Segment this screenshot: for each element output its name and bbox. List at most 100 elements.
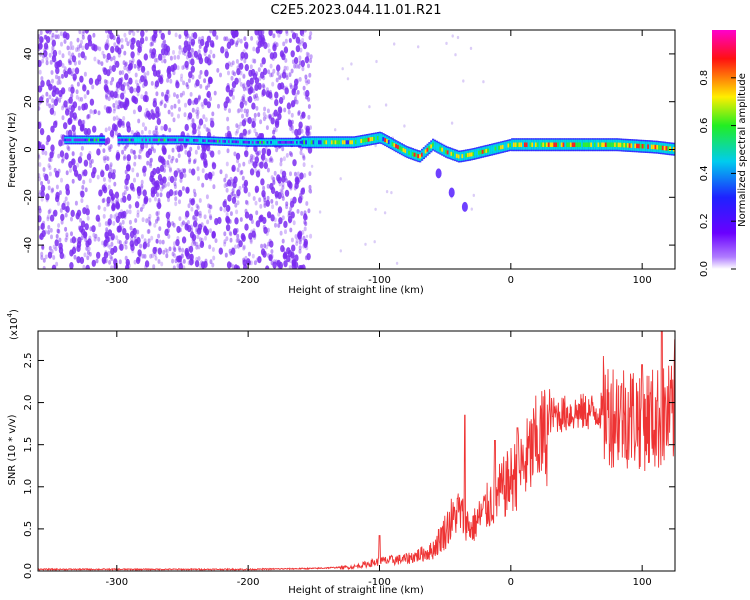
spectrogram-noise-cell [138, 149, 142, 154]
spectrogram-noise-cell [107, 221, 111, 227]
spectrogram-ridge-cell [364, 138, 367, 143]
spectrogram-noise-cell [126, 154, 131, 162]
spectrogram-noise-cell [155, 131, 159, 137]
spectrogram-noise-cell [70, 86, 75, 94]
spectrogram-noise-cell [236, 200, 240, 206]
spectrogram-noise-cell [49, 60, 53, 65]
spectrogram-noise-cell [108, 177, 112, 183]
spectrogram-noise-cell [43, 34, 47, 40]
spectrogram-noise-cell [123, 50, 127, 56]
spectrogram-noise-cell [205, 127, 209, 132]
spectrogram-noise-cell [241, 113, 244, 119]
spectrogram-noise-cell [49, 151, 54, 159]
spectrogram-noise-cell [61, 158, 64, 164]
spectrogram-noise-cell [241, 119, 247, 127]
spectrogram-noise-cell [84, 223, 89, 231]
spectrogram-noise-cell [65, 232, 69, 238]
spectrogram-noise-cell [51, 89, 56, 98]
spectrogram-noise-cell [71, 124, 76, 132]
spectrogram-noise-cell [114, 130, 118, 136]
spectrogram-ridge-cell [463, 153, 466, 158]
spectrogram-noise-cell [155, 91, 159, 97]
spectrogram-noise-cell [182, 220, 185, 226]
spectrogram-noise-cell [291, 244, 296, 252]
spectrogram-noise-cell [297, 64, 301, 69]
spectrogram-noise-cell [318, 210, 322, 214]
spectrogram-noise-cell [166, 181, 170, 187]
spectrogram-noise-cell [38, 69, 42, 75]
spectrogram-noise-cell [236, 233, 240, 239]
spectrogram-noise-cell [263, 226, 268, 234]
spectrogram-noise-cell [288, 38, 292, 43]
spectrogram-ridge-cell [319, 140, 323, 145]
spectrogram-noise-cell [107, 30, 112, 35]
spectrogram-ridge-cell [645, 144, 648, 149]
spectrogram-noise-cell [50, 144, 55, 152]
spectrogram-noise-cell [285, 75, 289, 80]
spectrogram-noise-cell [304, 74, 308, 80]
spectrogram-noise-cell [113, 245, 118, 253]
spectrogram-noise-cell [160, 261, 164, 267]
spectrogram-noise-cell [253, 260, 257, 266]
spectrogram-noise-cell [214, 238, 218, 244]
spectrogram-noise-cell [102, 214, 106, 219]
spectrogram-noise-cell [244, 255, 248, 261]
spectrogram-noise-cell [223, 207, 227, 213]
spectrogram-noise-cell [219, 169, 223, 175]
spectrogram-ridge-cell [614, 142, 617, 147]
spectrogram-noise-cell [124, 239, 128, 245]
spectrogram-noise-cell [74, 67, 80, 75]
spectrogram-noise-cell [253, 117, 257, 122]
spectrogram-noise-cell [190, 241, 194, 247]
spectrogram-noise-cell [375, 59, 378, 64]
spectrogram-noise-cell [150, 146, 154, 152]
spectrogram-ridge-cell [450, 151, 453, 156]
spectrogram-noise-cell [249, 168, 255, 176]
x-tick-label: -200 [237, 577, 260, 588]
spectrogram-noise-cell [112, 103, 116, 108]
spectrogram-noise-cell [245, 112, 249, 118]
spectrogram-noise-cell [229, 237, 233, 243]
spectrogram-noise-cell [55, 97, 59, 102]
spectrogram-noise-cell [38, 106, 41, 111]
spectrogram-noise-cell [61, 140, 65, 146]
spectrogram-noise-cell [205, 194, 209, 200]
spectrogram-noise-cell [255, 170, 261, 178]
spectrogram-ridge-cell [426, 147, 429, 152]
spectrogram-noise-cell [177, 168, 181, 174]
spectrogram-noise-cell [66, 201, 70, 207]
spectrogram-ridge-cell [608, 142, 611, 147]
spectrogram-ridge-cell [558, 142, 562, 147]
spectrogram-noise-cell [223, 241, 227, 247]
spectrogram-noise-cell [261, 57, 266, 65]
spectrogram-noise-cell [290, 211, 295, 219]
spectrogram-noise-cell [174, 196, 178, 202]
spectrogram-noise-cell [255, 106, 259, 111]
spectrogram-ridge-cell [150, 138, 153, 142]
spectrogram-noise-cell [249, 237, 253, 243]
spectrogram-noise-cell [142, 94, 148, 102]
spectrogram-ridge-cell [200, 139, 203, 142]
spectrogram-ridge-cell [93, 138, 96, 142]
spectrogram-noise-cell [100, 61, 104, 66]
spectrogram-noise-cell [215, 35, 219, 40]
spectrogram-noise-cell [208, 213, 212, 219]
spectrogram-noise-cell [191, 168, 196, 176]
spectrogram-noise-cell [111, 64, 117, 72]
spectrogram-noise-cell [165, 253, 169, 259]
spectrogram-ridge-cell [432, 142, 435, 147]
spectrogram-noise-cell [301, 66, 305, 72]
spectrogram-noise-cell [160, 48, 166, 56]
snr-y-ticks: 0.00.51.01.52.02.5 [23, 353, 675, 579]
spectrogram-ridge-cell [544, 142, 547, 147]
spectrogram-noise-cell [125, 232, 130, 240]
spectrogram-ridge-cell [242, 140, 245, 144]
spectrogram-ridge-cell [281, 141, 284, 144]
spectrogram-noise-cell [176, 236, 180, 241]
spectrogram-noise-cell [109, 162, 113, 168]
spectrogram-ridge-cell [303, 140, 306, 145]
spectrogram-noise-cell [254, 185, 260, 193]
spectrogram-noise-cell [191, 107, 195, 113]
spectrogram-noise-cell [56, 34, 60, 40]
spectrogram-noise-cell [43, 50, 48, 58]
